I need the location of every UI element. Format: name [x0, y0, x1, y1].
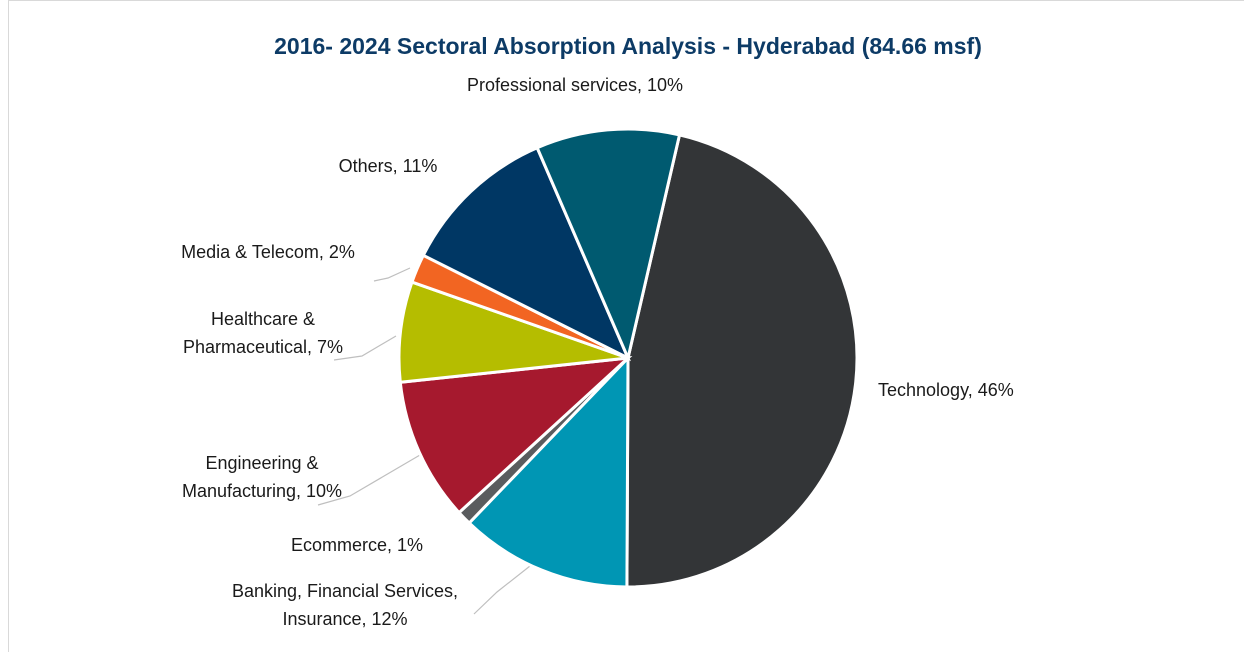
pie-slice	[467, 354, 630, 589]
data-label: Others, 11%	[339, 156, 438, 176]
data-label: Engineering &	[205, 453, 318, 473]
data-label: Banking, Financial Services,	[232, 581, 458, 601]
pie-slice	[397, 280, 629, 384]
leader-line	[333, 335, 397, 361]
leader-line	[317, 454, 421, 506]
pie-slice	[535, 127, 682, 363]
data-label: Media & Telecom, 2%	[181, 242, 355, 262]
pie-slice	[421, 145, 632, 362]
chart-title: 2016- 2024 Sectoral Absorption Analysis …	[274, 33, 982, 59]
data-label: Pharmaceutical, 7%	[183, 337, 343, 357]
data-label: Insurance, 12%	[282, 609, 407, 629]
data-label: Manufacturing, 10%	[182, 481, 342, 501]
pie-slice	[398, 356, 633, 515]
data-label: Professional services, 10%	[467, 75, 683, 95]
data-label: Technology, 46%	[878, 380, 1014, 400]
data-label: Ecommerce, 1%	[291, 535, 423, 555]
data-label: Healthcare &	[211, 309, 315, 329]
leader-line	[473, 565, 531, 615]
leader-line	[373, 267, 411, 282]
pie-slice	[625, 133, 859, 589]
